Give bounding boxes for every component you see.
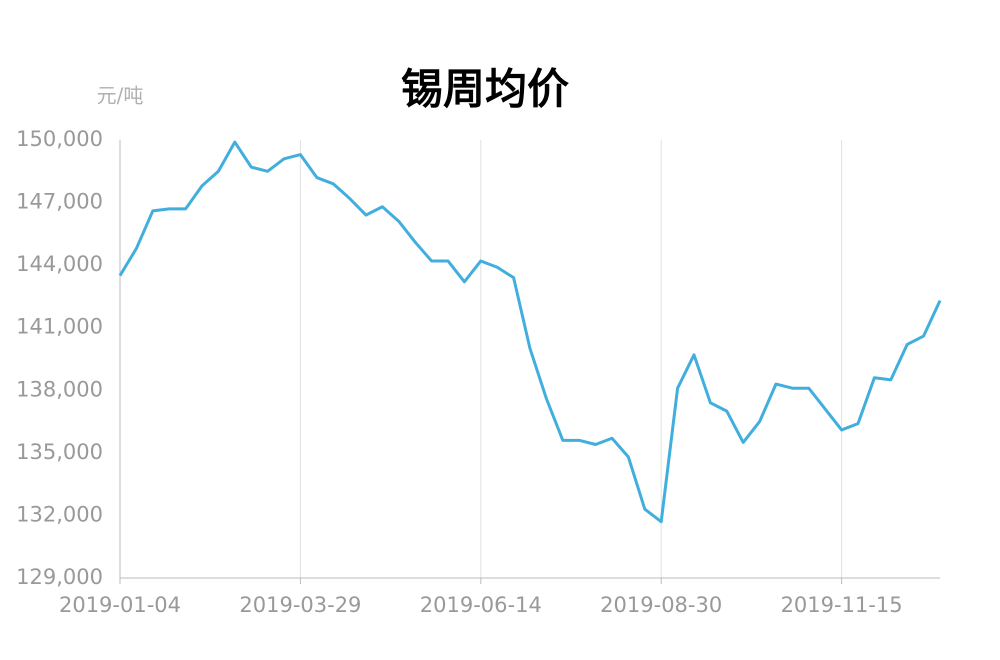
y-tick-label: 150,000 xyxy=(16,127,103,151)
x-tick-label: 2019-03-29 xyxy=(239,593,361,617)
x-tick-label: 2019-06-14 xyxy=(420,593,542,617)
y-tick-label: 144,000 xyxy=(16,252,103,276)
y-tick-label: 135,000 xyxy=(16,440,103,464)
x-tick-label: 2019-11-15 xyxy=(781,593,903,617)
y-tick-label: 147,000 xyxy=(16,190,103,214)
x-tick-label: 2019-01-04 xyxy=(59,593,181,617)
y-tick-label: 138,000 xyxy=(16,377,103,401)
x-tick-label: 2019-08-30 xyxy=(600,593,722,617)
y-tick-label: 141,000 xyxy=(16,315,103,339)
y-unit: 元/吨 xyxy=(97,84,144,108)
chart-title: 锡周均价 xyxy=(401,65,569,114)
y-tick-label: 129,000 xyxy=(16,565,103,589)
y-tick-label: 132,000 xyxy=(16,502,103,526)
line-series xyxy=(118,140,942,524)
